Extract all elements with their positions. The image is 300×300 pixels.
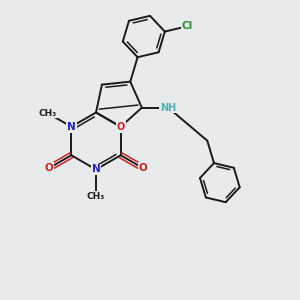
Text: O: O [117, 122, 125, 132]
Text: Cl: Cl [182, 21, 193, 31]
Text: N: N [92, 164, 100, 175]
Text: N: N [67, 122, 76, 132]
Text: NH: NH [160, 103, 176, 113]
Text: CH₃: CH₃ [87, 192, 105, 201]
Text: O: O [138, 163, 147, 173]
Text: CH₃: CH₃ [39, 109, 57, 118]
Text: O: O [45, 163, 54, 173]
